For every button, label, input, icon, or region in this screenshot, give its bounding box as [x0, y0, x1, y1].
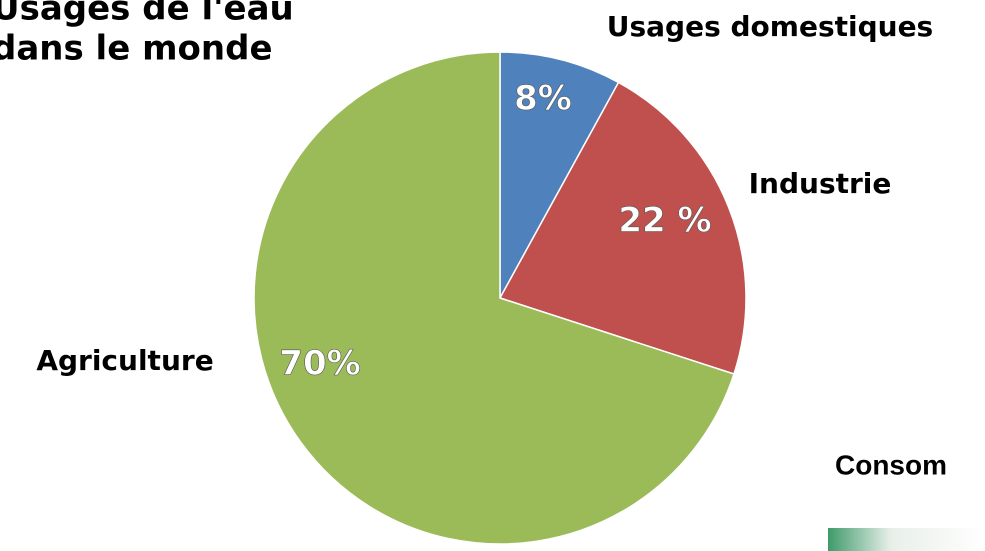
annotation: Consom — [835, 449, 947, 480]
value-label: 70% — [279, 344, 360, 384]
chart-title: Usages de l'eau — [0, 0, 294, 29]
category-label: Industrie — [749, 167, 892, 200]
chart-title: dans le monde — [0, 29, 273, 69]
value-label: 22 % — [618, 201, 711, 241]
category-label: Agriculture — [36, 344, 213, 377]
value-label: 8% — [514, 79, 572, 119]
image-fragment — [828, 528, 985, 551]
category-label: Usages domestiques — [607, 10, 933, 43]
pie-slice — [498, 81, 747, 375]
pie-slice — [499, 51, 620, 299]
pie-slice — [253, 51, 735, 545]
